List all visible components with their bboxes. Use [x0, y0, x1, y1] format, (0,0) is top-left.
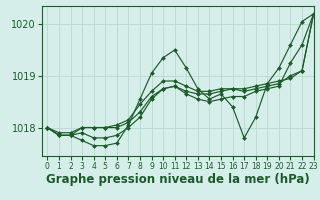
- X-axis label: Graphe pression niveau de la mer (hPa): Graphe pression niveau de la mer (hPa): [46, 173, 309, 186]
